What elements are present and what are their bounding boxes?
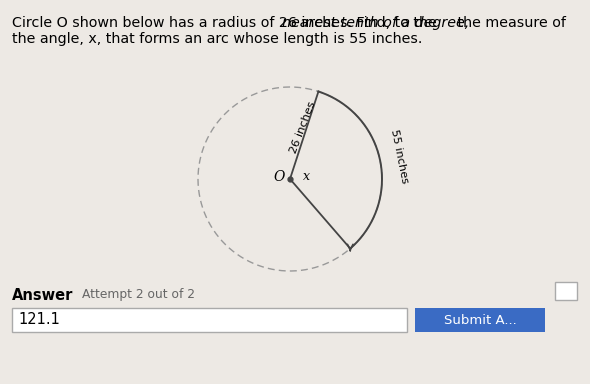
- Text: O: O: [273, 170, 285, 184]
- Text: nearest tenth of a degree,: nearest tenth of a degree,: [12, 16, 469, 30]
- Text: Submit A...: Submit A...: [444, 313, 516, 326]
- Text: the angle, x, that forms an arc whose length is 55 inches.: the angle, x, that forms an arc whose le…: [12, 32, 422, 46]
- Bar: [415, 308, 545, 332]
- Text: 26 inches: 26 inches: [289, 100, 318, 155]
- Text: 121.1: 121.1: [18, 313, 60, 328]
- Text: Answer: Answer: [12, 288, 73, 303]
- Bar: [555, 282, 577, 300]
- Text: the measure of: the measure of: [12, 16, 566, 30]
- Text: x: x: [303, 170, 310, 184]
- Text: Attempt 2 out of 2: Attempt 2 out of 2: [82, 288, 195, 301]
- Text: 55 inches: 55 inches: [389, 129, 410, 185]
- Bar: [12, 308, 407, 332]
- Text: Circle O shown below has a radius of 26 inches. Find, to the: Circle O shown below has a radius of 26 …: [12, 16, 441, 30]
